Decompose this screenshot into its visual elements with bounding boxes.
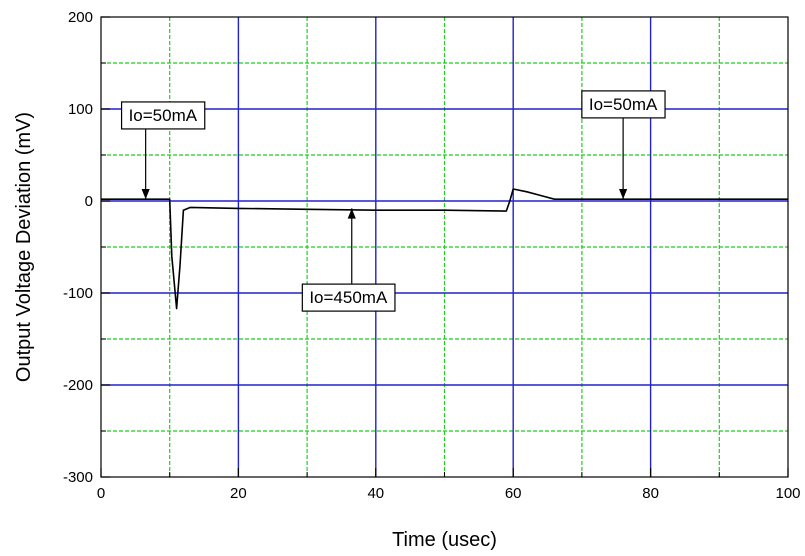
x-tick-label: 40 bbox=[367, 485, 384, 502]
annotation-arrow-head bbox=[347, 208, 356, 219]
annotation-arrow-head bbox=[141, 188, 150, 200]
y-tick-label: -200 bbox=[63, 377, 93, 394]
y-axis-title: Output Voltage Deviation (mV) bbox=[13, 112, 35, 382]
annotation-box bbox=[581, 90, 666, 119]
tick-marks bbox=[100, 16, 789, 478]
annotation-arrow-head bbox=[619, 188, 628, 200]
y-tick-label: -300 bbox=[63, 469, 93, 486]
annotation: Io=50mA bbox=[581, 90, 666, 200]
x-axis-title: Time (usec) bbox=[392, 529, 497, 551]
annotations: Io=50mA Io=450mA Io=50mA bbox=[120, 90, 666, 312]
tick-labels: 0 20 40 60 80 100 -300 -200 -100 0 100 200 bbox=[63, 9, 801, 502]
x-tick-label: 60 bbox=[505, 485, 522, 502]
series-line bbox=[101, 188, 788, 310]
annotation-label: Io=50mA bbox=[129, 106, 198, 125]
annotation-label: Io=50mA bbox=[589, 95, 658, 114]
x-tick-label: 100 bbox=[775, 485, 800, 502]
x-tick-label: 0 bbox=[97, 485, 105, 502]
annotation-box bbox=[301, 283, 396, 312]
x-tick-label: 80 bbox=[642, 485, 659, 502]
series-layer bbox=[101, 188, 788, 310]
y-tick-label: -100 bbox=[63, 285, 93, 302]
annotation: Io=50mA bbox=[120, 101, 206, 200]
annotation-label: Io=450mA bbox=[309, 288, 388, 307]
annotation: Io=450mA bbox=[301, 208, 396, 312]
x-tick-label: 20 bbox=[230, 485, 247, 502]
y-tick-label: 100 bbox=[68, 101, 93, 118]
y-tick-label: 0 bbox=[85, 193, 93, 210]
y-tick-label: 200 bbox=[68, 9, 93, 26]
annotation-box bbox=[120, 101, 206, 130]
minor-grid bbox=[101, 17, 788, 477]
